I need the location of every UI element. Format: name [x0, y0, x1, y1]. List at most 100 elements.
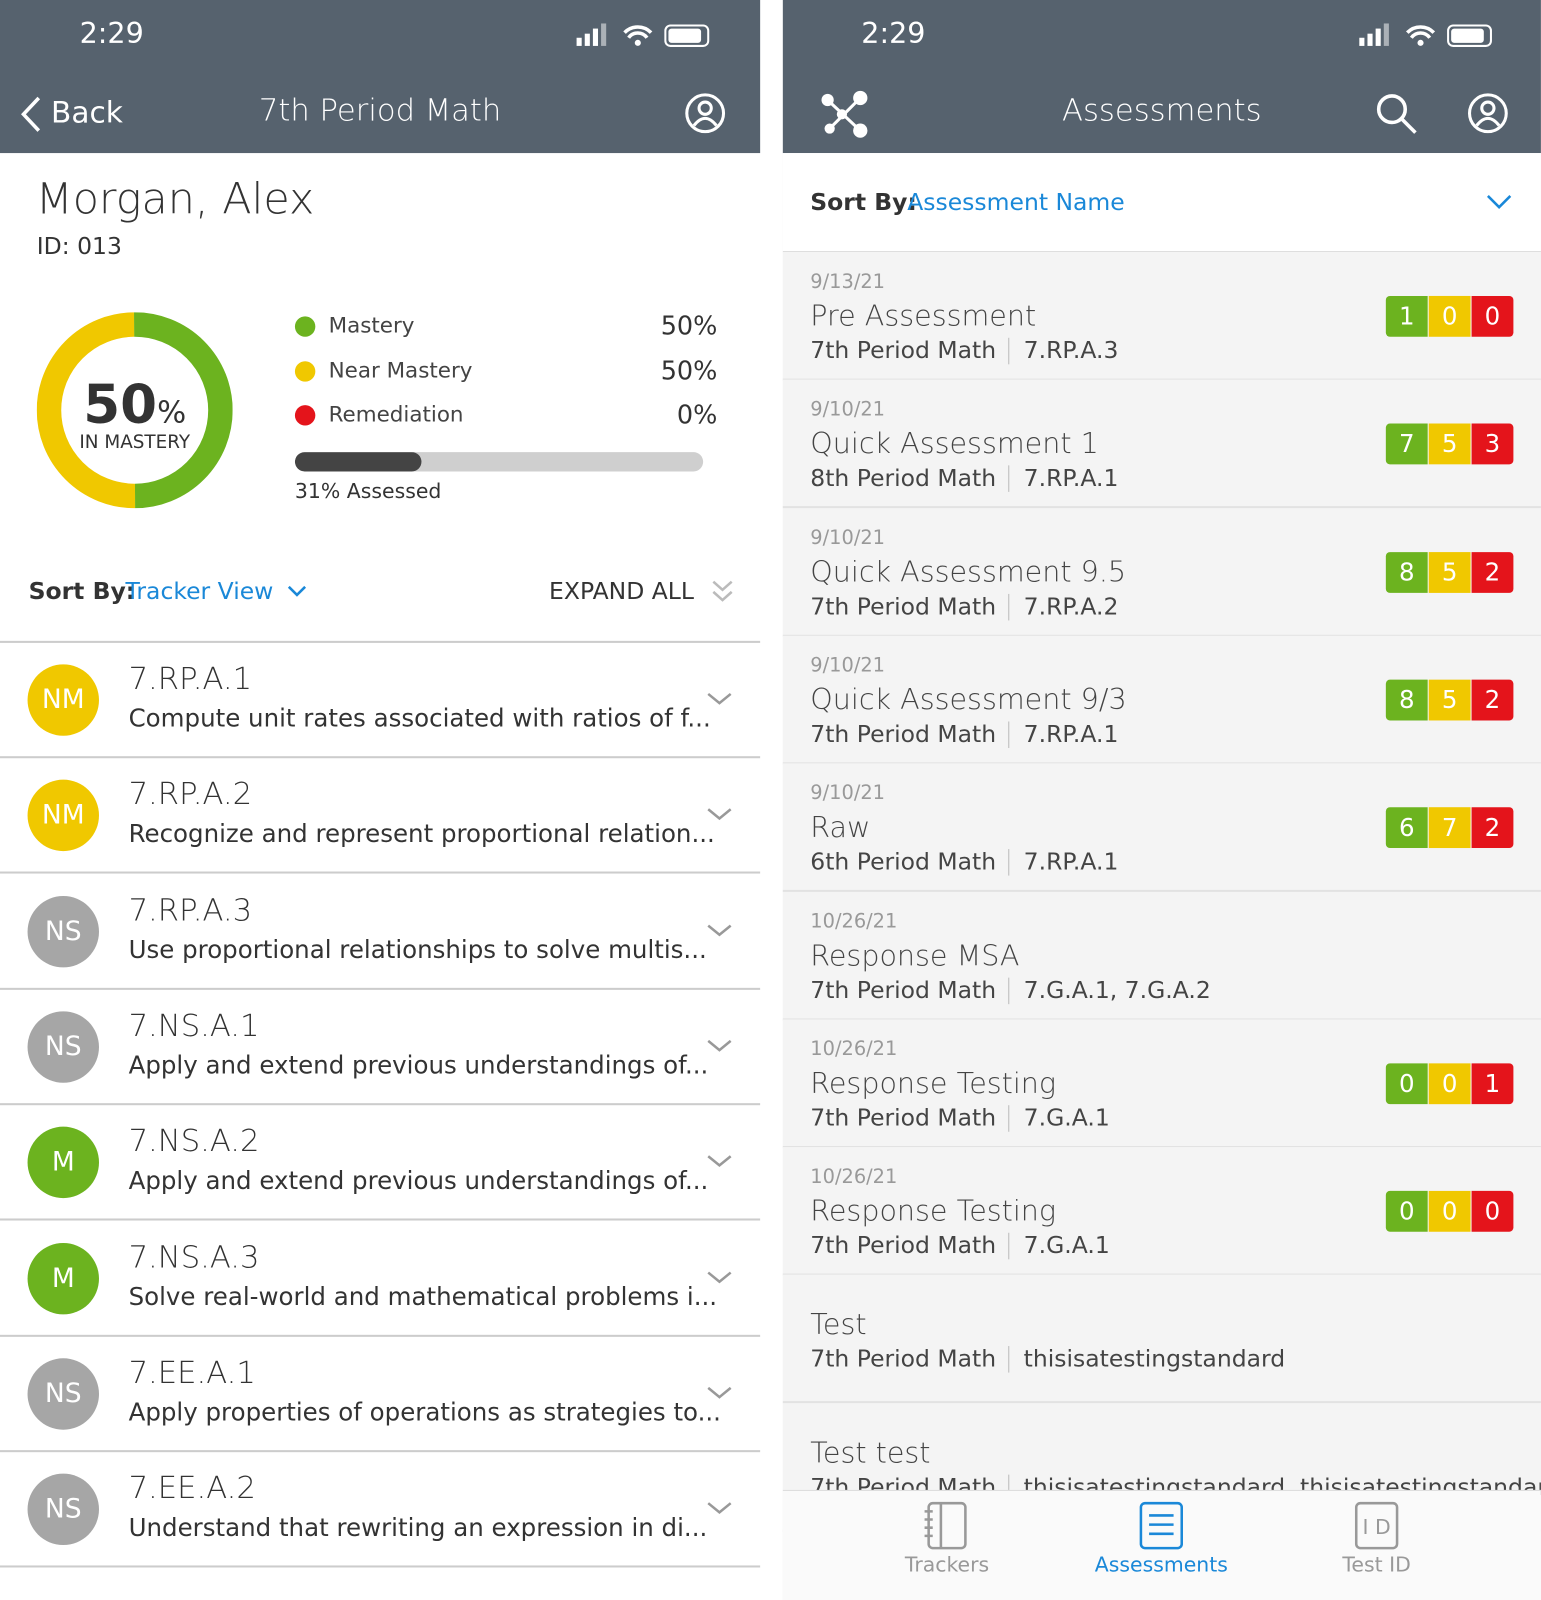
tracker-row[interactable]: NM 7.RP.A.2 Recognize and represent propor…	[0, 759, 761, 874]
assessment-name: Test	[810, 1307, 867, 1342]
assessment-row[interactable]: 10/26/21 Response Testing 7th Period Math 7…	[782, 1019, 1541, 1148]
tracker-row[interactable]: NS 7.EE.A.1 Apply properties of operations…	[0, 1337, 761, 1452]
expand-all[interactable]: EXPAND ALL	[549, 578, 694, 606]
tracker-row[interactable]: M 7.NS.A.3 Solve real-world and mathematic…	[0, 1221, 761, 1337]
assessment-date: 9/13/21	[810, 270, 886, 293]
status-time: 2:29	[79, 16, 144, 51]
expand-icon[interactable]	[710, 578, 737, 609]
header	[0, 0, 761, 154]
assessment-row[interactable]: 10/26/21 Response MSA 7th Period Math 7.G.A…	[782, 891, 1541, 1020]
sort-chevron[interactable]	[287, 584, 307, 600]
row-chevron[interactable]	[706, 806, 733, 822]
profile-icon[interactable]	[684, 92, 727, 135]
legend-dot	[294, 405, 316, 426]
standards: thisisatestingstandard	[1023, 1346, 1286, 1373]
tab-label[interactable]: Test ID	[1342, 1552, 1411, 1577]
assessment-meta: 8th Period Math 7.RP.A.1	[810, 465, 1118, 493]
score-box: 0	[1385, 1063, 1428, 1104]
donut-value: 50%	[37, 375, 233, 436]
profile-icon[interactable]	[1466, 92, 1509, 135]
tab-label[interactable]: Assessments	[1094, 1552, 1228, 1577]
row-chevron[interactable]	[706, 691, 733, 707]
assessment-row[interactable]: 10/26/21 Response Testing 7th Period Math 7…	[782, 1147, 1541, 1276]
sort-chevron[interactable]	[1485, 192, 1514, 212]
assessment-row[interactable]: 9/10/21 Quick Assessment 1 8th Period Math…	[782, 379, 1541, 509]
tracker-row[interactable]: NS 7.EE.A.2 Understand that rewriting an e…	[0, 1452, 761, 1568]
status-badge: NM	[27, 664, 99, 736]
assessment-name: Raw	[810, 810, 871, 845]
class-name: 7th Period Math	[810, 1346, 1010, 1373]
status-badge: NM	[27, 779, 99, 852]
row-chevron[interactable]	[706, 922, 733, 938]
status-badge: NS	[27, 895, 99, 968]
assessment-name: Quick Assessment 1	[810, 426, 1099, 461]
sort-value[interactable]: Tracker View	[125, 578, 274, 606]
assessment-meta: 7th Period Math 7.G.A.1, 7.G.A.2	[810, 977, 1211, 1004]
tracker-row[interactable]: NS 7.NS.A.1 Apply and extend previous unde…	[0, 990, 761, 1106]
legend-value: 0%	[676, 400, 718, 430]
assessment-meta: 7th Period Math 7.G.A.1	[810, 1104, 1110, 1132]
score-box: 0	[1428, 295, 1471, 337]
score-box: 2	[1471, 807, 1514, 849]
standard-desc: Compute unit rates associated with ratio…	[128, 704, 711, 733]
assessment-name: Pre Assessment	[810, 299, 1037, 333]
tab-label[interactable]: Trackers	[904, 1552, 990, 1577]
tracker-row[interactable]: M 7.NS.A.2 Apply and extend previous under…	[0, 1105, 761, 1221]
header	[782, 0, 1541, 154]
standard-code: 7.NS.A.3	[128, 1239, 260, 1276]
assessment-meta: 7th Period Math thisisatestingstandard	[810, 1346, 1285, 1373]
legend-label: Mastery	[328, 313, 415, 338]
assessment-row[interactable]: 9/10/21 Quick Assessment 9.5 7th Period Ma…	[782, 507, 1541, 637]
tab-bar: Trackers Assessments I D Test ID	[782, 1489, 1541, 1600]
sort-value[interactable]: Assessment Name	[907, 189, 1125, 217]
svg-text:I D: I D	[1363, 1515, 1391, 1539]
search-icon[interactable]	[1375, 92, 1420, 137]
assessment-row[interactable]: 9/10/21 Quick Assessment 9/3 7th Period Ma…	[782, 635, 1541, 765]
row-chevron[interactable]	[706, 1038, 733, 1054]
standard-code: 7.RP.A.3	[128, 892, 253, 929]
standard-desc: Apply and extend previous understandings…	[128, 1166, 709, 1196]
score-box: 0	[1428, 1191, 1471, 1232]
status-badge: NS	[27, 1011, 99, 1083]
assessment-meta: 7th Period Math 7.RP.A.2	[810, 593, 1118, 621]
back-label[interactable]: Back	[51, 94, 123, 130]
assessment-meta: 7th Period Math 7.RP.A.1	[810, 721, 1118, 748]
donut-segment	[36, 312, 233, 509]
class-name: 7th Period Math	[810, 977, 1010, 1004]
sort-bar	[782, 153, 1541, 253]
student-name: Morgan, Alex	[35, 173, 315, 224]
class-name: 8th Period Math	[810, 465, 1010, 493]
legend-dot	[294, 316, 316, 337]
network-icon[interactable]	[819, 90, 868, 139]
score-box: 3	[1471, 423, 1514, 465]
assessment-date: 9/10/21	[810, 398, 886, 421]
standards: 7.RP.A.1	[1023, 721, 1119, 748]
tab-icon[interactable]: I D	[1352, 1499, 1401, 1552]
assessment-meta: 6th Period Math 7.RP.A.1	[810, 849, 1118, 876]
class-name: 6th Period Math	[810, 849, 1010, 876]
tracker-row[interactable]: NM 7.RP.A.1 Compute unit rates associated …	[0, 643, 761, 759]
legend-value: 50%	[660, 311, 718, 341]
score-box: 0	[1385, 1191, 1428, 1232]
score-box: 6	[1385, 807, 1428, 849]
score-box: 1	[1385, 295, 1428, 337]
screen-title: 7th Period Math	[258, 92, 502, 129]
row-chevron[interactable]	[706, 1385, 733, 1401]
tab-icon[interactable]	[1137, 1499, 1186, 1552]
standards: 7.G.A.1	[1023, 1104, 1110, 1132]
status-badge: NS	[27, 1473, 99, 1546]
mastery-donut	[36, 312, 233, 509]
assessment-name: Response MSA	[810, 938, 1020, 973]
row-chevron[interactable]	[706, 1153, 733, 1169]
row-chevron[interactable]	[706, 1269, 733, 1285]
assessment-name: Quick Assessment 9.5	[810, 554, 1127, 589]
assessment-row[interactable]: 9/13/21 Pre Assessment 7th Period Math 7.RP…	[782, 252, 1541, 381]
tab-icon[interactable]	[923, 1499, 972, 1552]
standard-desc: Understand that rewriting an expression …	[128, 1513, 708, 1543]
row-chevron[interactable]	[706, 1500, 733, 1516]
tracker-row[interactable]: NS 7.RP.A.3 Use proportional relationships…	[0, 874, 761, 990]
assessment-row[interactable]: 9/10/21 Raw 6th Period Math 7.RP.A.1 6 7 2	[782, 763, 1541, 893]
status-icons	[1359, 23, 1492, 47]
assessment-row[interactable]: Test 7th Period Math thisisatestingstandar…	[782, 1275, 1541, 1404]
back-chevron[interactable]	[18, 94, 45, 135]
